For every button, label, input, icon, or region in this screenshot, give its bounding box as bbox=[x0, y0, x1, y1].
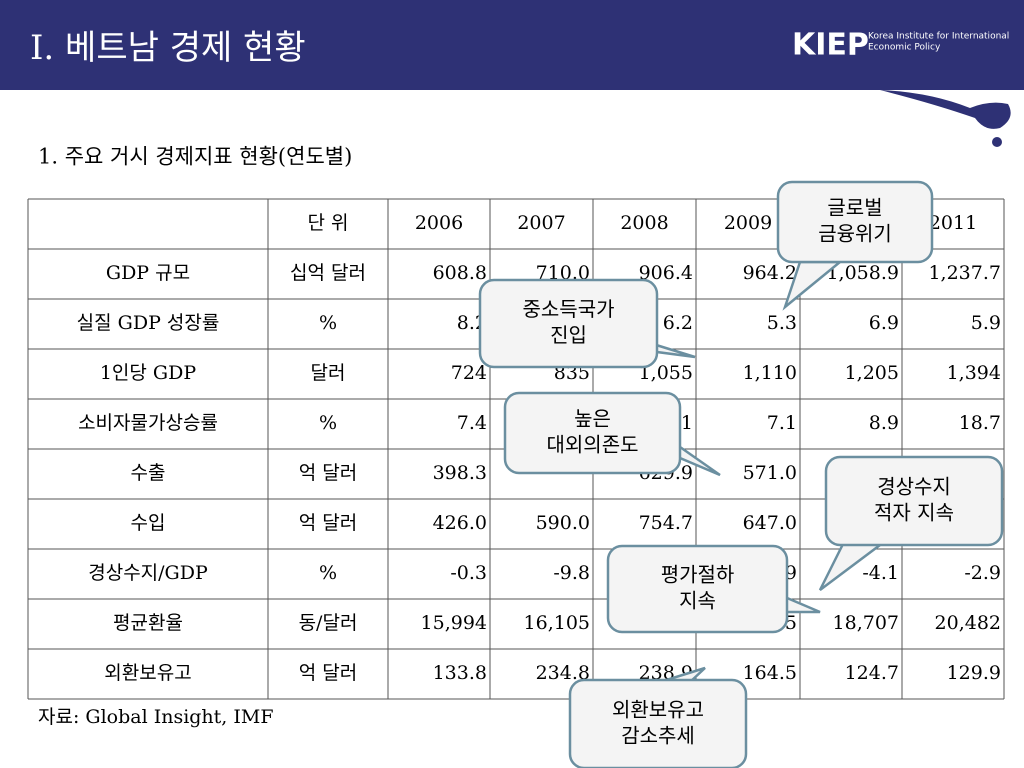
cell: 억 달러 bbox=[299, 512, 357, 534]
callout-box bbox=[606, 544, 789, 634]
cell: 15,994 bbox=[421, 612, 487, 634]
callout-text: 중소득국가 bbox=[523, 297, 615, 321]
callout-box bbox=[824, 455, 1004, 547]
cell: 억 달러 bbox=[299, 462, 357, 484]
cell: -2.9 bbox=[964, 562, 1001, 584]
callout-text: 진입 bbox=[550, 323, 587, 347]
header-cell: 2006 bbox=[415, 212, 463, 234]
cell: 18,707 bbox=[833, 612, 899, 634]
callout-text: 글로벌 bbox=[827, 196, 882, 220]
cell: 달러 bbox=[311, 362, 346, 384]
callout-box bbox=[776, 180, 934, 264]
cell: 571.0 bbox=[743, 462, 797, 484]
callout-text: 지속 bbox=[679, 589, 716, 613]
cell: -4.1 bbox=[862, 562, 899, 584]
cell: 1인당 GDP bbox=[100, 362, 196, 384]
cell: 6.9 bbox=[869, 312, 899, 334]
callout-text: 외환보유고 bbox=[612, 698, 704, 722]
cell: 133.8 bbox=[433, 662, 487, 684]
callout-text: 평가절하 bbox=[661, 563, 735, 587]
cell: 소비자물가상승률 bbox=[78, 412, 218, 434]
cell: 1,237.7 bbox=[928, 262, 1001, 284]
cell: 1,055 bbox=[639, 362, 693, 384]
cell: 234.8 bbox=[536, 662, 590, 684]
header-cell: 2011 bbox=[929, 212, 977, 234]
ink-dot bbox=[992, 137, 1002, 147]
cell: -0.3 bbox=[450, 562, 487, 584]
callout-text: 적자 지속 bbox=[874, 501, 954, 525]
cell: 억 달러 bbox=[299, 662, 357, 684]
cell: -9.8 bbox=[553, 562, 590, 584]
cell: 평균환율 bbox=[113, 612, 183, 634]
cell: 경상수지/GDP bbox=[88, 562, 208, 584]
header-band bbox=[0, 0, 1024, 90]
header-cell: 2009 bbox=[724, 212, 772, 234]
cell: 710.0 bbox=[536, 262, 590, 284]
cell: 124.7 bbox=[845, 662, 899, 684]
cell: 724 bbox=[451, 362, 487, 384]
callout-box bbox=[478, 278, 659, 369]
logo: KIEP bbox=[792, 28, 869, 63]
cell: 동/달러 bbox=[299, 612, 358, 634]
callout-text: 높은 bbox=[574, 407, 611, 431]
cell: % bbox=[319, 312, 337, 334]
cell: 수출 bbox=[131, 462, 166, 484]
cell: 8.9 bbox=[869, 412, 899, 434]
header-cell: 단 위 bbox=[308, 212, 349, 234]
cell: % bbox=[319, 562, 337, 584]
cell: 7.1 bbox=[767, 412, 797, 434]
callout-text: 경상수지 bbox=[877, 475, 951, 499]
institute-line: Korea Institute for International bbox=[868, 32, 1009, 42]
callout-text: 대외의존도 bbox=[547, 433, 639, 457]
callout-text: 감소추세 bbox=[621, 724, 695, 748]
cell: 608.8 bbox=[433, 262, 487, 284]
callout-box bbox=[503, 391, 682, 475]
callout-box bbox=[568, 678, 748, 768]
cell: 164.5 bbox=[743, 662, 797, 684]
source: 자료: Global Insight, IMF bbox=[38, 706, 274, 728]
cell: 실질 GDP 성장률 bbox=[77, 312, 220, 334]
cell: 1,394 bbox=[947, 362, 1001, 384]
cell: 수입 bbox=[131, 512, 166, 534]
cell: 5.3 bbox=[767, 312, 797, 334]
cell: 5.9 bbox=[971, 312, 1001, 334]
cell: 16,105 bbox=[524, 612, 590, 634]
ink-drop bbox=[880, 90, 1011, 129]
cell: 18.7 bbox=[959, 412, 1001, 434]
cell: 1,058.9 bbox=[826, 262, 899, 284]
callout-text: 금융위기 bbox=[818, 222, 892, 246]
cell: 7.4 bbox=[457, 412, 487, 434]
cell: 20,482 bbox=[935, 612, 1001, 634]
cell: 십억 달러 bbox=[290, 262, 366, 284]
cell: 647.0 bbox=[743, 512, 797, 534]
cell: 590.0 bbox=[536, 512, 590, 534]
slide-title: I. 베트남 경제 현황 bbox=[30, 28, 306, 68]
cell: 906.4 bbox=[639, 262, 693, 284]
subtitle: 1. 주요 거시 경제지표 현황(연도별) bbox=[38, 145, 352, 169]
cell: 외환보유고 bbox=[104, 662, 191, 684]
cell: GDP 규모 bbox=[106, 262, 190, 284]
cell: 754.7 bbox=[639, 512, 693, 534]
cell: 426.0 bbox=[433, 512, 487, 534]
cell: 129.9 bbox=[947, 662, 1001, 684]
cell: 398.3 bbox=[433, 462, 487, 484]
cell: 1,110 bbox=[743, 362, 797, 384]
institute-line: Economic Policy bbox=[868, 43, 941, 53]
cell: % bbox=[319, 412, 337, 434]
cell: 6.2 bbox=[663, 312, 693, 334]
cell: 1,205 bbox=[845, 362, 899, 384]
header-cell: 2007 bbox=[517, 212, 565, 234]
header-cell: 2008 bbox=[620, 212, 668, 234]
cell: 964.2 bbox=[743, 262, 797, 284]
